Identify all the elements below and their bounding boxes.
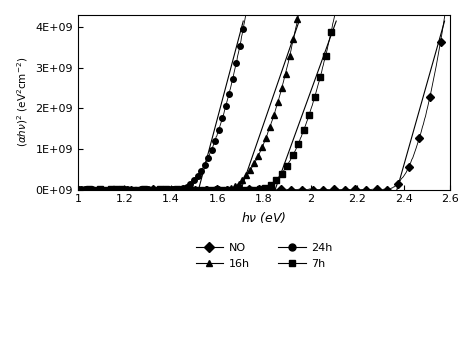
Line: NO: NO xyxy=(75,0,453,192)
16h xyxy=(136,187,141,192)
NO xyxy=(442,14,447,18)
24h xyxy=(75,187,81,191)
NO xyxy=(174,187,180,192)
Y-axis label: $(\alpha h\nu)^2$ (eV$^2$cm$^{-2}$): $(\alpha h\nu)^2$ (eV$^2$cm$^{-2}$) xyxy=(15,57,30,147)
16h xyxy=(197,187,202,192)
16h xyxy=(293,25,299,29)
24h xyxy=(78,187,83,192)
Line: 16h: 16h xyxy=(75,0,309,192)
7h xyxy=(221,187,227,191)
16h xyxy=(210,187,215,192)
7h xyxy=(148,187,154,191)
7h xyxy=(75,187,81,192)
16h xyxy=(180,187,186,191)
7h xyxy=(237,187,243,192)
24h xyxy=(196,171,202,176)
NO xyxy=(431,74,437,79)
16h xyxy=(75,187,81,192)
NO xyxy=(247,187,253,192)
24h xyxy=(185,184,191,188)
NO xyxy=(273,187,279,191)
24h xyxy=(170,187,176,191)
Line: 24h: 24h xyxy=(75,0,285,192)
X-axis label: $h\nu$ (eV): $h\nu$ (eV) xyxy=(241,210,287,225)
NO xyxy=(75,187,81,192)
NO xyxy=(295,187,301,192)
Line: 7h: 7h xyxy=(75,0,355,192)
24h xyxy=(130,187,136,192)
7h xyxy=(201,187,207,192)
Legend: NO, 16h, 24h, 7h: NO, 16h, 24h, 7h xyxy=(191,239,337,273)
